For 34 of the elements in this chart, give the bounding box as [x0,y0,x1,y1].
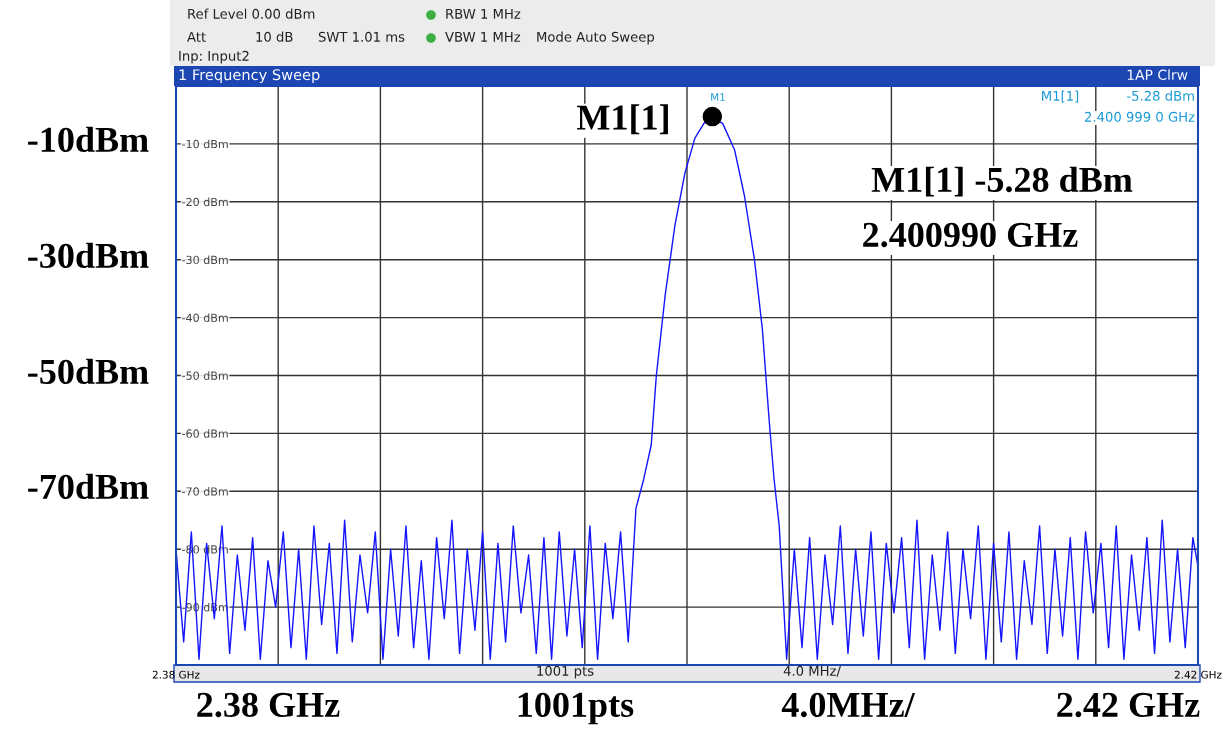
text: Inp: Input2 [179,50,249,64]
text: 2.38 GHz [197,692,340,718]
annotation: M1[1] [1042,90,1079,103]
text: Mode Auto Sweep [537,31,655,45]
text: 1001pts [518,692,634,725]
annotation: 2.400990 GHz [863,222,1078,248]
text: -70dBm [28,473,149,500]
chart-title: 1 Frequency Sweep [179,69,320,84]
text: -50dBm [28,358,149,385]
text: 2.42 GHz [1057,692,1200,718]
annotation: M1[1] -5.28 dBm [871,166,1133,197]
y-tick-label: -10 dBm [182,139,228,149]
annotation: M1 [711,93,725,101]
text: Ref Level 0.00 dBm [188,8,315,19]
text: -10dBm [28,126,149,153]
text: Att [187,32,206,42]
annotation: 2.400 999 0 GHz [1084,111,1195,122]
text: 4.0 MHz/ [783,665,841,677]
y-tick-label: -70 dBm [182,487,228,496]
text: SWT 1.01 ms [318,31,405,42]
text: 4.0MHz/ [781,692,916,718]
y-tick-label: -20 dBm [182,197,228,207]
y-tick-label: -40 dBm [182,313,228,322]
y-tick-label: -30 dBm [182,255,228,265]
text: -30dBm [28,242,149,269]
text: 10 dB [256,31,293,42]
text: RBW 1 MHz [446,9,521,19]
text: VBW 1 MHz [445,32,521,42]
annotation: M1[1] [577,104,668,135]
y-tick-label: -60 dBm [182,429,228,438]
annotation: -5.28 dBm [1127,90,1194,101]
text: 1001 pts [537,665,594,679]
text: 1AP Clrw [1127,69,1188,81]
y-tick-label: -50 dBm [182,371,228,380]
